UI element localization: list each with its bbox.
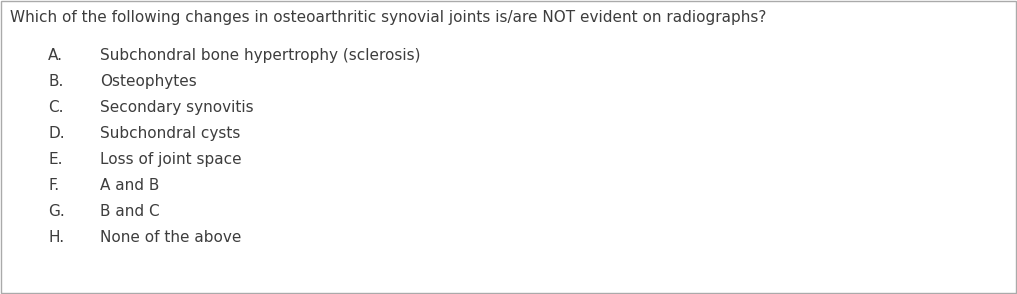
Text: E.: E.	[48, 152, 62, 167]
Text: A and B: A and B	[100, 178, 160, 193]
Text: B.: B.	[48, 74, 63, 89]
Text: B and C: B and C	[100, 204, 160, 219]
Text: F.: F.	[48, 178, 59, 193]
Text: Osteophytes: Osteophytes	[100, 74, 196, 89]
Text: H.: H.	[48, 230, 64, 245]
Text: Loss of joint space: Loss of joint space	[100, 152, 242, 167]
Text: A.: A.	[48, 48, 63, 63]
Text: Secondary synovitis: Secondary synovitis	[100, 100, 253, 115]
Text: Which of the following changes in osteoarthritic synovial joints is/are NOT evid: Which of the following changes in osteoa…	[10, 10, 767, 25]
Text: None of the above: None of the above	[100, 230, 241, 245]
Text: G.: G.	[48, 204, 65, 219]
Text: Subchondral cysts: Subchondral cysts	[100, 126, 240, 141]
Text: C.: C.	[48, 100, 63, 115]
Text: Subchondral bone hypertrophy (sclerosis): Subchondral bone hypertrophy (sclerosis)	[100, 48, 420, 63]
Text: D.: D.	[48, 126, 65, 141]
